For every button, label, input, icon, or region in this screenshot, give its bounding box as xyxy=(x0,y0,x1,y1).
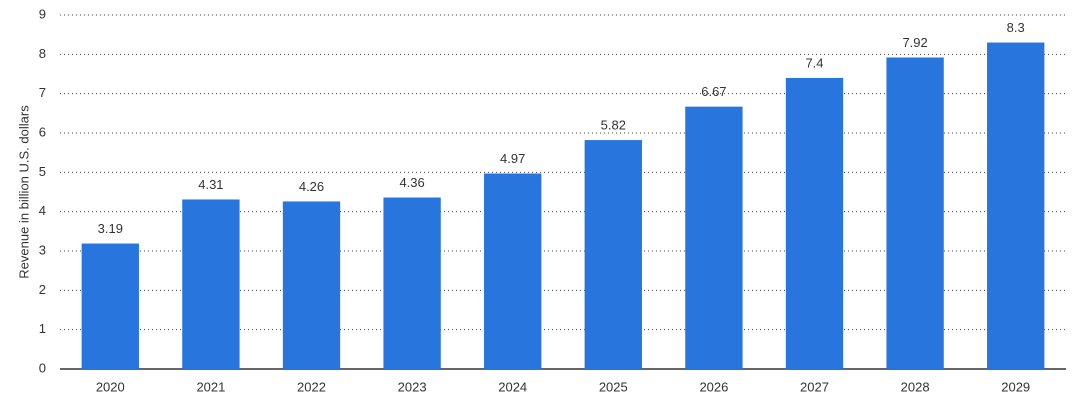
data-label: 4.97 xyxy=(500,151,525,166)
bar xyxy=(785,77,844,369)
bar xyxy=(584,140,642,369)
bar xyxy=(886,57,944,369)
data-label: 5.82 xyxy=(601,118,626,133)
x-tick-label: 2023 xyxy=(398,379,427,394)
y-tick-label: 5 xyxy=(39,164,46,179)
x-tick-label: 2021 xyxy=(196,379,225,394)
x-tick-label: 2020 xyxy=(96,379,125,394)
y-tick-label: 1 xyxy=(39,321,46,336)
x-tick-label: 2029 xyxy=(1001,379,1030,394)
y-tick-label: 6 xyxy=(39,124,46,139)
data-label: 8.3 xyxy=(1007,20,1025,35)
bar xyxy=(81,243,139,369)
bar xyxy=(987,42,1045,370)
bar xyxy=(282,201,341,369)
x-tick-label: 2024 xyxy=(498,379,527,394)
x-tick-label: 2027 xyxy=(800,379,829,394)
bar xyxy=(484,173,542,369)
bar xyxy=(182,199,240,369)
y-tick-label: 8 xyxy=(39,46,46,61)
y-tick-label: 2 xyxy=(39,282,46,297)
data-label: 7.92 xyxy=(902,35,927,50)
y-tick-label: 4 xyxy=(39,203,46,218)
y-tick-label: 7 xyxy=(39,85,46,100)
y-tick-label: 3 xyxy=(39,242,46,257)
y-axis-label: Revenue in billion U.S. dollars xyxy=(16,105,31,279)
bar xyxy=(685,106,743,369)
data-label: 4.31 xyxy=(198,177,223,192)
data-label: 3.19 xyxy=(98,221,123,236)
data-label: 4.36 xyxy=(399,175,424,190)
data-label: 4.26 xyxy=(299,179,324,194)
bar xyxy=(383,197,441,369)
x-tick-label: 2026 xyxy=(699,379,728,394)
y-tick-label: 9 xyxy=(39,6,46,21)
x-tick-label: 2025 xyxy=(599,379,628,394)
data-label: 6.67 xyxy=(701,84,726,99)
x-tick-label: 2028 xyxy=(901,379,930,394)
x-tick-label: 2022 xyxy=(297,379,326,394)
data-label: 7.4 xyxy=(805,55,823,70)
y-tick-label: 0 xyxy=(39,360,46,375)
